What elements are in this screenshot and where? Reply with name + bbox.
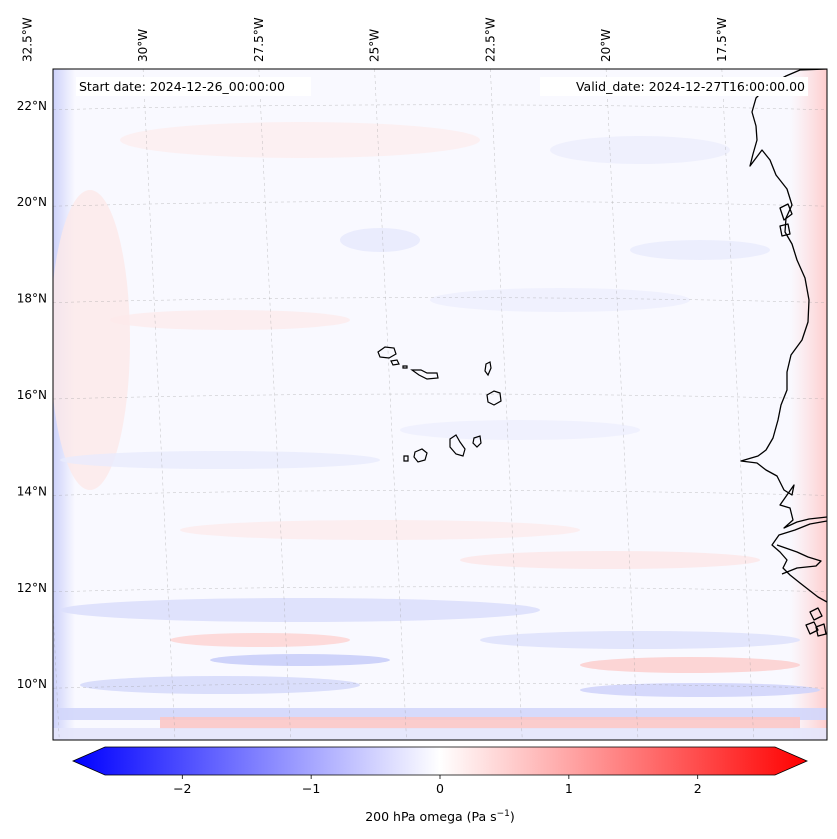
longitude-tick-label: 25°W	[368, 29, 382, 62]
island-santiago	[449, 434, 466, 457]
valid-date-box	[540, 77, 808, 96]
omega-field	[53, 69, 827, 740]
latitude-tick-label: 22°N	[17, 99, 47, 113]
longitude-tick-label: 30°W	[136, 29, 150, 62]
colorbar-tick-label: −1	[302, 781, 320, 796]
island-fogo	[413, 448, 428, 463]
meridian-line	[605, 69, 639, 740]
meridian-line	[374, 69, 407, 740]
colorbar-label-close: )	[510, 809, 515, 824]
colorbar: −2 −1 0 1 2 200 hPa omega (Pa s−1)	[72, 746, 808, 824]
island-boa-vista	[486, 390, 502, 406]
latitude-tick-label: 20°N	[17, 195, 47, 209]
colorbar-tick-label: 2	[694, 781, 702, 796]
colorbar-ticks: −2 −1 0 1 2	[173, 775, 702, 796]
colorbar-bar	[72, 746, 808, 776]
colorbar-label: 200 hPa omega (Pa s−1)	[365, 809, 515, 824]
parallel-line	[53, 393, 827, 400]
gridlines	[53, 69, 827, 740]
map-frame	[52, 68, 828, 741]
west-africa-coastline	[740, 69, 827, 637]
longitude-labels: 32.5°W 30°W 27.5°W 25°W 22.5°W 20°W 17.5°W	[20, 17, 729, 62]
meridian-line	[53, 603, 60, 740]
island-santo-antao	[377, 346, 397, 359]
island-brava	[403, 455, 409, 462]
start-date-label: Start date: 2024-12-26_00:00:00	[79, 79, 285, 94]
latitude-tick-label: 18°N	[17, 292, 47, 306]
latitude-tick-label: 14°N	[17, 484, 47, 498]
colorbar-tick-label: 0	[436, 781, 444, 796]
latitude-tick-label: 12°N	[17, 581, 47, 595]
longitude-tick-label: 22.5°W	[483, 17, 497, 62]
parallel-line	[53, 682, 827, 689]
colorbar-tick-label: −2	[173, 781, 191, 796]
map-background	[53, 69, 827, 740]
colorbar-label-main: 200 hPa omega (Pa s	[365, 809, 496, 824]
island-sal	[484, 361, 492, 377]
map-panel: Start date: 2024-12-26_00:00:00 Valid_da…	[53, 69, 827, 740]
longitude-tick-label: 20°W	[599, 29, 613, 62]
latitude-tick-label: 16°N	[17, 388, 47, 402]
parallel-line	[53, 104, 827, 111]
island-santa-luzia	[402, 365, 408, 369]
parallel-line	[53, 200, 827, 207]
colorbar-tick-label: 1	[565, 781, 573, 796]
meridian-line	[258, 69, 291, 740]
latitude-labels: 22°N 20°N 18°N 16°N 14°N 12°N 10°N	[17, 99, 47, 691]
island-sao-nicolau	[410, 369, 439, 380]
parallel-line	[53, 297, 827, 303]
parallel-line	[53, 490, 827, 496]
latitude-tick-label: 10°N	[17, 677, 47, 691]
longitude-tick-label: 32.5°W	[20, 17, 34, 62]
longitude-tick-label: 17.5°W	[715, 17, 729, 62]
meridian-line	[490, 69, 523, 740]
parallel-line	[53, 586, 827, 593]
start-date-box	[76, 77, 311, 96]
colorbar-label-sup: −1	[497, 809, 510, 819]
longitude-tick-label: 27.5°W	[252, 17, 266, 62]
island-maio	[472, 435, 482, 448]
cape-verde-islands	[377, 346, 502, 463]
meridian-line	[721, 69, 754, 740]
island-sao-vicente	[390, 359, 400, 366]
valid-date-label: Valid_date: 2024-12-27T16:00:00.00	[576, 79, 805, 94]
meridian-line	[142, 69, 176, 740]
